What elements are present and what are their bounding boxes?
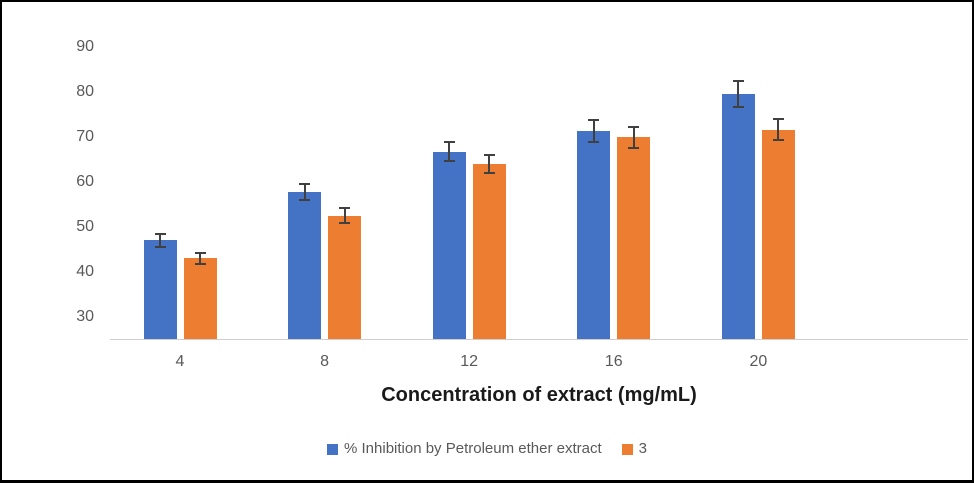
error-bar	[488, 154, 491, 173]
x-tick-label: 20	[749, 353, 768, 370]
error-bar-cap	[772, 118, 784, 121]
y-tick-label: 40	[76, 262, 94, 280]
legend-label: 3	[638, 440, 647, 457]
y-tick-label: 50	[76, 217, 94, 235]
y-tick-label: 30	[76, 307, 94, 325]
error-bar-cap	[588, 140, 600, 143]
error-bar	[159, 234, 161, 247]
legend-item-series-2: 3	[621, 440, 647, 457]
error-bar-cap	[299, 198, 311, 201]
error-bar-cap	[299, 182, 311, 185]
x-tick-label: 16	[604, 353, 623, 370]
legend-swatch-icon	[621, 443, 633, 455]
bar-series-1-cat-20	[721, 93, 755, 339]
error-bar-cap	[194, 251, 206, 254]
error-bar-cap	[628, 125, 640, 128]
bar-series-2-cat-20	[761, 129, 795, 339]
error-bar	[632, 126, 635, 149]
error-bar-cap	[732, 105, 744, 108]
error-bar-cap	[772, 139, 784, 142]
error-bar	[737, 80, 740, 107]
error-bar-cap	[588, 119, 600, 122]
bar-series-2-cat-4	[183, 258, 217, 339]
error-bar-cap	[628, 147, 640, 150]
error-bar-cap	[154, 245, 166, 248]
legend-label: % Inhibition by Petroleum ether extract	[344, 440, 602, 457]
y-tick-label: 90	[76, 37, 94, 55]
chart-legend: % Inhibition by Petroleum ether extract 3	[2, 441, 972, 457]
error-bar	[777, 119, 780, 141]
bar-series-1-cat-4	[143, 240, 177, 339]
y-tick-label: 60	[76, 172, 94, 190]
error-bar	[448, 142, 451, 162]
y-tick-label: 80	[76, 82, 94, 100]
x-tick-label: 12	[460, 353, 479, 370]
x-axis-title: Concentration of extract (mg/mL)	[381, 384, 697, 406]
x-tick-label: 4	[175, 353, 185, 370]
bar-series-2-cat-16	[617, 137, 651, 339]
error-bar-cap	[483, 171, 495, 174]
x-tick-label: 8	[320, 353, 330, 370]
y-tick-label: 70	[76, 127, 94, 145]
bar-series-2-cat-12	[472, 163, 506, 339]
bar-series-1-cat-8	[288, 191, 322, 339]
error-bar-cap	[732, 79, 744, 82]
error-bar-cap	[443, 141, 455, 144]
legend-swatch-icon	[327, 443, 338, 455]
bar-series-2-cat-8	[328, 215, 362, 339]
error-bar-cap	[339, 222, 351, 225]
error-bar-cap	[443, 160, 455, 163]
error-bar-cap	[483, 153, 495, 156]
bar-series-1-cat-16	[577, 131, 611, 339]
error-bar	[343, 208, 346, 224]
error-bar-cap	[339, 207, 351, 210]
error-bar	[592, 120, 595, 142]
x-axis-line	[110, 339, 968, 340]
error-bar-cap	[154, 233, 166, 236]
legend-item-series-1: % Inhibition by Petroleum ether extract	[327, 441, 602, 457]
error-bar	[303, 183, 306, 200]
error-bar	[199, 252, 201, 265]
bar-series-1-cat-12	[432, 151, 466, 339]
error-bar-cap	[194, 263, 206, 266]
